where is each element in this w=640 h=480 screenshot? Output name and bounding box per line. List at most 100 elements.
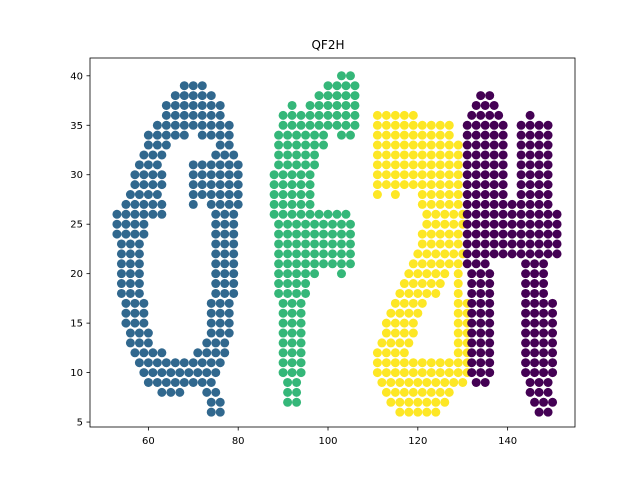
data-point bbox=[211, 387, 221, 397]
x-axis: 60 80 100 120 140 bbox=[142, 427, 517, 447]
data-point bbox=[390, 110, 400, 120]
data-point bbox=[296, 199, 306, 209]
data-point bbox=[543, 229, 553, 239]
data-point bbox=[462, 199, 472, 209]
data-point bbox=[480, 150, 490, 160]
data-point bbox=[292, 239, 302, 249]
data-point bbox=[143, 140, 153, 150]
data-point bbox=[408, 368, 418, 378]
data-point bbox=[134, 269, 144, 279]
data-point bbox=[188, 100, 198, 110]
data-point bbox=[444, 239, 454, 249]
data-point bbox=[215, 190, 225, 200]
data-point bbox=[323, 81, 333, 91]
data-point bbox=[130, 229, 140, 239]
scatter-points bbox=[112, 71, 562, 417]
data-point bbox=[292, 219, 302, 229]
data-point bbox=[489, 219, 499, 229]
data-point bbox=[152, 130, 162, 140]
data-point bbox=[310, 160, 320, 170]
data-point bbox=[395, 288, 405, 298]
data-point bbox=[152, 377, 162, 387]
data-point bbox=[130, 219, 140, 229]
data-point bbox=[390, 130, 400, 140]
data-point bbox=[287, 298, 297, 308]
data-point bbox=[332, 120, 342, 130]
data-point bbox=[381, 387, 391, 397]
data-point bbox=[134, 249, 144, 259]
data-point bbox=[485, 358, 495, 368]
data-point bbox=[485, 288, 495, 298]
data-point bbox=[399, 160, 409, 170]
data-point bbox=[530, 358, 540, 368]
data-point bbox=[390, 170, 400, 180]
data-point bbox=[498, 170, 508, 180]
data-point bbox=[152, 120, 162, 130]
data-point bbox=[179, 120, 189, 130]
data-point bbox=[543, 249, 553, 259]
data-point bbox=[350, 100, 360, 110]
data-point bbox=[296, 308, 306, 318]
data-point bbox=[372, 180, 382, 190]
data-point bbox=[310, 140, 320, 150]
data-point bbox=[143, 328, 153, 338]
data-point bbox=[440, 249, 450, 259]
data-point bbox=[125, 259, 135, 269]
data-point bbox=[476, 298, 486, 308]
data-point bbox=[229, 269, 239, 279]
data-point bbox=[381, 140, 391, 150]
data-point bbox=[485, 338, 495, 348]
data-point bbox=[534, 387, 544, 397]
data-point bbox=[211, 348, 221, 358]
data-point bbox=[188, 91, 198, 101]
data-point bbox=[417, 387, 427, 397]
data-point bbox=[476, 368, 486, 378]
data-point bbox=[399, 140, 409, 150]
data-point bbox=[480, 190, 490, 200]
data-point bbox=[467, 288, 477, 298]
data-point bbox=[274, 140, 284, 150]
data-point bbox=[413, 249, 423, 259]
data-point bbox=[476, 91, 486, 101]
data-point bbox=[283, 160, 293, 170]
data-point bbox=[435, 190, 445, 200]
data-point bbox=[417, 229, 427, 239]
data-point bbox=[296, 358, 306, 368]
data-point bbox=[543, 377, 553, 387]
data-point bbox=[525, 239, 535, 249]
data-point bbox=[498, 229, 508, 239]
data-point bbox=[471, 249, 481, 259]
data-point bbox=[453, 239, 463, 249]
data-point bbox=[328, 249, 337, 259]
data-point bbox=[485, 91, 495, 101]
data-point bbox=[390, 387, 400, 397]
data-point bbox=[408, 358, 418, 368]
data-point bbox=[206, 160, 216, 170]
data-point bbox=[521, 269, 531, 279]
data-point bbox=[233, 170, 243, 180]
data-point bbox=[498, 249, 508, 259]
data-point bbox=[417, 358, 427, 368]
data-point bbox=[444, 199, 454, 209]
data-point bbox=[229, 259, 239, 269]
data-point bbox=[215, 199, 225, 209]
chart-title: QF2H bbox=[311, 38, 344, 52]
data-point bbox=[435, 239, 445, 249]
data-point bbox=[202, 348, 212, 358]
data-point bbox=[390, 160, 400, 170]
data-point bbox=[408, 387, 418, 397]
data-point bbox=[134, 190, 144, 200]
data-point bbox=[372, 150, 382, 160]
data-point bbox=[283, 249, 293, 259]
y-tick-label: 40 bbox=[70, 71, 83, 82]
data-point bbox=[395, 338, 405, 348]
data-point bbox=[278, 120, 288, 130]
data-point bbox=[220, 239, 230, 249]
data-point bbox=[301, 150, 311, 160]
data-point bbox=[453, 180, 463, 190]
data-point bbox=[552, 219, 562, 229]
data-point bbox=[287, 209, 297, 219]
data-point bbox=[372, 368, 382, 378]
data-point bbox=[328, 239, 337, 249]
